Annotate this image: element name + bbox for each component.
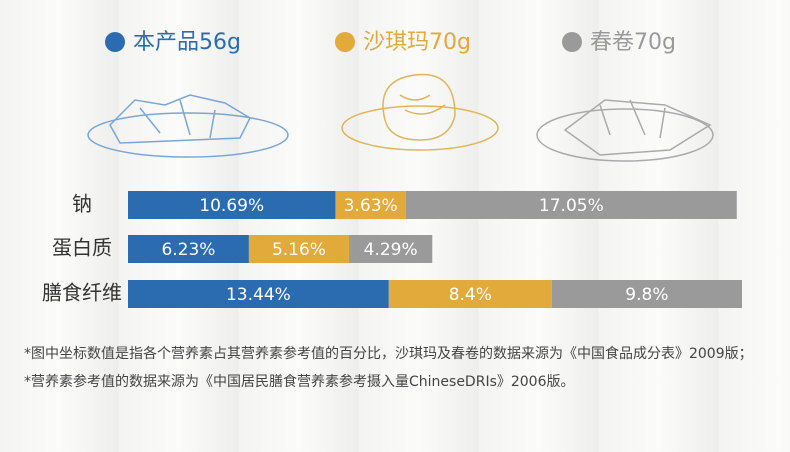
value-label: 17.05% (539, 196, 604, 216)
legend-label: 本产品56g (133, 30, 241, 55)
bar-segment (551, 280, 742, 308)
bar-segment (405, 191, 737, 219)
bar-segment (349, 235, 433, 263)
bar-segment (128, 235, 249, 263)
value-label: 4.29% (364, 240, 418, 260)
bar-segment (128, 191, 336, 219)
value-label: 13.44% (226, 285, 291, 305)
bar-segment (248, 235, 350, 263)
legend-marker (335, 32, 355, 52)
legend-label: 春卷70g (590, 30, 676, 55)
bar-segment (388, 280, 552, 308)
category-label: 膳食纤维 (42, 281, 122, 305)
bar-segment (128, 280, 389, 308)
legend-marker (105, 32, 125, 52)
category-label: 蛋白质 (52, 236, 112, 260)
illustrations (87, 73, 714, 162)
notes: *图中坐标数值是指各个营养素占其营养素参考值的百分比，沙琪玛及春卷的数据来源为《… (24, 342, 774, 394)
legend-marker (562, 32, 582, 52)
value-label: 3.63% (344, 196, 398, 216)
value-label: 8.4% (449, 285, 492, 305)
value-label: 6.23% (161, 240, 215, 260)
value-label: 10.69% (199, 196, 264, 216)
bar-segment (335, 191, 406, 219)
note: *营养素参考值的数据来源为《中国居民膳食营养素参考摄入量ChineseDRIs》… (24, 374, 575, 390)
value-label: 5.16% (272, 240, 326, 260)
legend-label: 沙琪玛70g (363, 30, 471, 55)
category-label: 钠 (72, 192, 92, 216)
note: *图中坐标数值是指各个营养素占其营养素参考值的百分比，沙琪玛及春卷的数据来源为《… (24, 346, 753, 362)
value-label: 9.8% (625, 285, 668, 305)
